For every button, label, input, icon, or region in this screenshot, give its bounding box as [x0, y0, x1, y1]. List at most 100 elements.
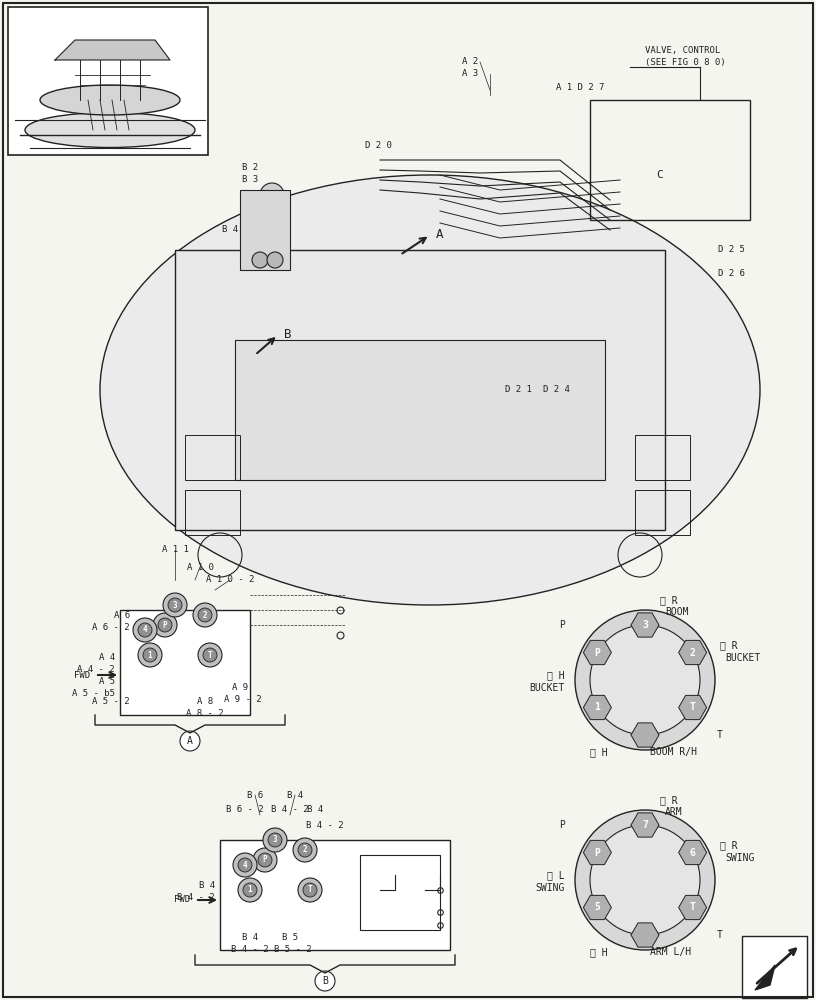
Circle shape [238, 858, 252, 872]
Text: 2: 2 [690, 648, 695, 658]
Text: A 8: A 8 [197, 698, 213, 706]
Text: B 4 - 2: B 4 - 2 [231, 946, 268, 954]
Text: B: B [322, 976, 328, 986]
Text: FWD: FWD [174, 896, 190, 904]
Text: P: P [162, 620, 167, 630]
Bar [175, 250, 665, 530]
Text: B 4 - 2: B 4 - 2 [177, 894, 215, 902]
Text: ARM L/H: ARM L/H [650, 947, 691, 957]
Text: B 5: B 5 [282, 934, 298, 942]
Text: ⑧ R: ⑧ R [660, 795, 677, 805]
Text: B 4: B 4 [222, 226, 238, 234]
Text: ⑤ R: ⑤ R [660, 595, 677, 605]
Circle shape [243, 883, 257, 897]
Text: P: P [559, 620, 565, 630]
Text: FWD: FWD [74, 670, 90, 680]
Text: 1: 1 [148, 650, 153, 660]
Circle shape [590, 825, 700, 935]
Text: A: A [437, 229, 444, 241]
Text: D 2 0: D 2 0 [365, 140, 392, 149]
Text: 2: 2 [303, 846, 308, 854]
Text: P: P [263, 856, 268, 864]
Polygon shape [755, 965, 775, 990]
Text: D 2 1: D 2 1 [505, 385, 532, 394]
Circle shape [590, 625, 700, 735]
Circle shape [193, 603, 217, 627]
Circle shape [233, 853, 257, 877]
Text: T: T [717, 730, 723, 740]
Text: A 1 0: A 1 0 [187, 562, 214, 572]
Circle shape [303, 883, 317, 897]
Bar [635, 490, 690, 535]
Circle shape [298, 878, 322, 902]
Circle shape [260, 183, 284, 207]
Text: P: P [594, 648, 601, 658]
Text: 7: 7 [642, 820, 648, 830]
Bar [635, 435, 690, 480]
Text: ⑤ L: ⑤ L [548, 870, 565, 880]
Bar [185, 435, 240, 480]
Circle shape [268, 833, 282, 847]
Text: A 5: A 5 [99, 676, 115, 686]
Circle shape [267, 252, 283, 268]
Circle shape [263, 828, 287, 852]
Text: ① H: ① H [548, 670, 565, 680]
Ellipse shape [100, 175, 760, 605]
Circle shape [163, 593, 187, 617]
Bar [590, 100, 750, 220]
Text: B 4: B 4 [287, 790, 303, 800]
Text: A 8 - 2: A 8 - 2 [186, 708, 224, 718]
Circle shape [203, 648, 217, 662]
Polygon shape [55, 40, 170, 60]
Text: 5: 5 [594, 902, 601, 912]
Circle shape [138, 623, 152, 637]
Text: 4: 4 [143, 626, 148, 635]
Text: 2: 2 [202, 610, 207, 619]
Text: (SEE FIG 0 8 0): (SEE FIG 0 8 0) [645, 57, 725, 66]
Text: ⑥ R: ⑥ R [720, 840, 738, 850]
Text: T: T [308, 886, 313, 894]
Text: B 4 - 2: B 4 - 2 [271, 806, 308, 814]
Ellipse shape [25, 112, 195, 147]
Text: A 6: A 6 [114, 610, 130, 619]
Text: ③ H: ③ H [590, 747, 608, 757]
Text: 1: 1 [248, 886, 252, 894]
Circle shape [575, 610, 715, 750]
Text: 1: 1 [594, 702, 601, 712]
Text: D 2 5: D 2 5 [718, 245, 745, 254]
Bar [360, 855, 440, 930]
Text: A 1 D 2 7: A 1 D 2 7 [556, 84, 605, 93]
Text: 4: 4 [242, 860, 247, 869]
Text: SWING: SWING [725, 853, 754, 863]
Text: C: C [657, 170, 663, 180]
Text: A 3: A 3 [462, 70, 478, 79]
Text: VALVE, CONTROL: VALVE, CONTROL [645, 45, 721, 54]
Circle shape [238, 878, 262, 902]
Text: A 2: A 2 [462, 57, 478, 66]
Circle shape [198, 608, 212, 622]
Text: B: B [284, 328, 292, 342]
Circle shape [198, 643, 222, 667]
Text: ARM: ARM [665, 807, 683, 817]
Text: P: P [559, 820, 565, 830]
Text: BOOM: BOOM [665, 607, 689, 617]
Text: A: A [187, 736, 193, 746]
Circle shape [258, 853, 272, 867]
Circle shape [153, 613, 177, 637]
Circle shape [138, 643, 162, 667]
Bar [185, 490, 240, 535]
Text: B 6: B 6 [247, 790, 263, 800]
Text: T: T [208, 650, 212, 660]
Text: T: T [717, 930, 723, 940]
Bar [240, 190, 290, 270]
Text: A 9 - 2: A 9 - 2 [224, 694, 262, 704]
Text: ② R: ② R [720, 640, 738, 650]
Text: P: P [594, 848, 601, 857]
Text: B 3: B 3 [242, 174, 258, 184]
Text: A 1 1: A 1 1 [162, 546, 188, 554]
Circle shape [158, 618, 172, 632]
Circle shape [252, 252, 268, 268]
Ellipse shape [40, 85, 180, 115]
Text: ⑦ H: ⑦ H [590, 947, 608, 957]
Text: A 9: A 9 [232, 682, 248, 692]
